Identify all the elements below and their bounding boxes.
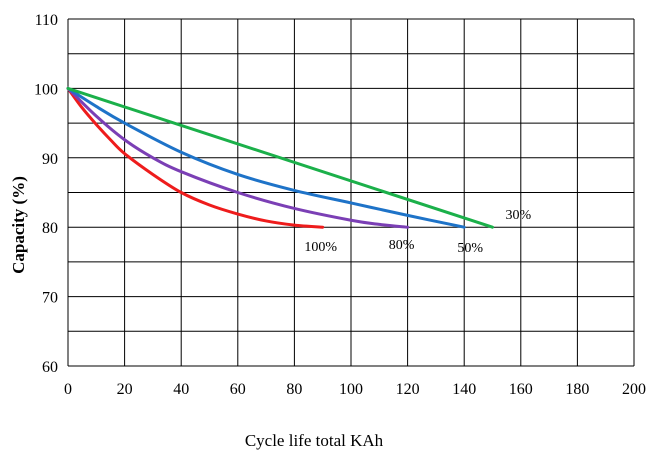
x-tick-label: 40 xyxy=(173,381,189,398)
x-tick-label: 200 xyxy=(622,381,646,398)
x-axis-title: Cycle life total KAh xyxy=(245,431,384,450)
x-tick-label: 20 xyxy=(117,381,133,398)
y-tick-label: 70 xyxy=(42,290,58,307)
y-tick-label: 90 xyxy=(42,151,58,168)
x-tick-labels: 0 20 40 60 80 100 120 140 160 180 200 xyxy=(64,381,646,398)
x-tick-label: 0 xyxy=(64,381,72,398)
x-tick-label: 100 xyxy=(339,381,363,398)
x-tick-label: 160 xyxy=(509,381,533,398)
x-tick-label: 60 xyxy=(230,381,246,398)
series-line-80pct xyxy=(66,86,410,229)
y-tick-labels: 60 70 80 90 100 110 xyxy=(34,12,58,376)
x-tick-label: 180 xyxy=(565,381,589,398)
series-line-100pct xyxy=(66,86,325,229)
y-tick-label: 60 xyxy=(42,359,58,376)
series-lines xyxy=(66,86,494,229)
series-line-50pct xyxy=(66,86,466,229)
grid xyxy=(67,18,635,367)
series-label-80pct: 80% xyxy=(389,238,415,253)
x-tick-label: 120 xyxy=(396,381,420,398)
series-label-100pct: 100% xyxy=(304,240,337,255)
series-line-30pct xyxy=(66,86,494,229)
series-labels: 100% 80% 50% 30% xyxy=(304,208,531,256)
y-tick-label: 110 xyxy=(35,12,58,29)
y-tick-label: 80 xyxy=(42,220,58,237)
series-label-50pct: 50% xyxy=(457,241,483,256)
series-label-30pct: 30% xyxy=(506,208,532,223)
x-tick-label: 80 xyxy=(286,381,302,398)
x-tick-label: 140 xyxy=(452,381,476,398)
y-axis-title: Capacity (%) xyxy=(9,176,28,274)
y-tick-label: 100 xyxy=(34,81,58,98)
